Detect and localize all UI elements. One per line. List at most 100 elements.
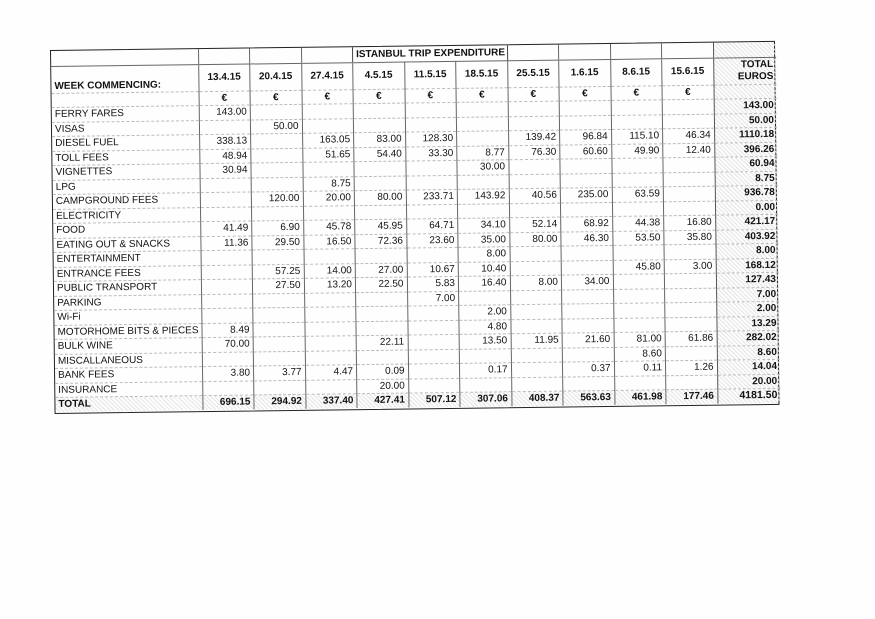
- expense-cell: [404, 116, 457, 133]
- expense-cell: [459, 348, 511, 364]
- expense-cell: [559, 100, 611, 116]
- expense-cell: 70.00: [201, 336, 254, 353]
- expense-cell: [405, 203, 458, 220]
- expense-cell: 235.00: [560, 187, 612, 203]
- expense-cell: 11.36: [200, 235, 253, 251]
- expense-cell: 8.60: [613, 346, 666, 362]
- currency-symbol: €: [661, 85, 714, 100]
- expense-cell: [509, 260, 562, 276]
- expense-cell: [355, 306, 408, 322]
- row-total: 143.00: [713, 98, 777, 114]
- expense-cell: [665, 374, 718, 390]
- expense-cell: 34.00: [561, 274, 614, 290]
- expense-cell: [610, 99, 663, 115]
- expense-cell: [664, 316, 717, 332]
- expense-cell: 14.00: [303, 263, 356, 279]
- expense-cell: [613, 302, 665, 318]
- currency-symbol: €: [610, 85, 663, 101]
- expense-cell: [199, 177, 252, 193]
- expense-cell: 0.09: [356, 364, 409, 380]
- expense-cell: [510, 289, 562, 305]
- expense-cell: 72.36: [354, 233, 407, 249]
- expense-cell: [202, 380, 254, 396]
- expense-cell: 51.65: [302, 147, 354, 163]
- expense-cell: 10.40: [458, 261, 510, 277]
- week-commencing-label: WEEK COMMENCING:: [51, 64, 199, 94]
- expense-cell: 30.00: [456, 159, 509, 175]
- expense-cell: [250, 133, 303, 149]
- expense-cell: [407, 363, 460, 379]
- expense-cell: [251, 176, 303, 192]
- expense-cell: 0.11: [613, 360, 666, 376]
- row-total: 403.92: [715, 228, 779, 245]
- row-total: 2.00: [716, 301, 780, 317]
- expense-cell: 64.71: [406, 218, 458, 234]
- expense-cell: [562, 375, 615, 392]
- expense-cell: [612, 244, 665, 260]
- row-total: 50.00: [713, 112, 778, 129]
- expense-cell: 8.00: [509, 275, 562, 291]
- expense-cell: 16.80: [663, 215, 716, 231]
- expense-cell: 3.80: [201, 365, 254, 382]
- expense-cell: 81.00: [613, 331, 666, 347]
- expense-cell: 35.80: [663, 229, 716, 245]
- expense-cell: 16.50: [303, 234, 356, 250]
- expense-cell: 35.00: [457, 232, 510, 248]
- expense-cell: [613, 288, 665, 304]
- expense-cell: [252, 321, 305, 337]
- expense-cell: 8.00: [458, 246, 510, 262]
- week-total: 507.12: [408, 392, 461, 408]
- expense-cell: [509, 246, 562, 262]
- week-header: 18.5.15: [455, 60, 508, 89]
- expense-cell: [303, 248, 356, 264]
- currency-symbol: €: [353, 89, 405, 104]
- week-total: 427.41: [356, 393, 409, 408]
- expense-cell: [353, 161, 406, 177]
- expense-cell: [354, 175, 406, 191]
- expense-cell: [510, 304, 562, 320]
- expense-cell: [200, 264, 253, 280]
- expense-cell: [355, 248, 407, 264]
- expense-cell: 143.92: [457, 188, 509, 204]
- expense-cell: 68.92: [560, 216, 613, 232]
- total-label: TOTAL: [55, 395, 203, 412]
- expense-cell: 27.50: [252, 278, 305, 294]
- expense-cell: 33.30: [405, 145, 457, 162]
- expense-cell: [612, 273, 665, 289]
- row-total: 8.60: [716, 344, 780, 361]
- currency-symbol: €: [507, 87, 560, 102]
- expense-cell: 45.95: [354, 219, 407, 235]
- expense-cell: [301, 118, 354, 134]
- expense-cell: [614, 375, 666, 391]
- expense-cell: [404, 102, 457, 118]
- expense-cell: [201, 293, 253, 309]
- expense-cell: 76.30: [508, 144, 560, 160]
- expense-cell: 45.78: [303, 219, 355, 235]
- expense-cell: 96.84: [559, 129, 612, 145]
- row-total: 168.12: [715, 257, 779, 274]
- expense-cell: 115.10: [611, 128, 663, 144]
- expense-cell: [302, 205, 355, 221]
- expense-cell: [253, 350, 305, 366]
- row-total: 8.00: [715, 243, 779, 259]
- expense-cell: [304, 335, 357, 351]
- expense-cell: [198, 119, 251, 135]
- expense-cell: [508, 159, 561, 175]
- expense-cell: 163.05: [302, 132, 354, 148]
- expense-cell: [611, 201, 664, 217]
- expense-cell: [663, 171, 715, 187]
- expense-cell: 4.47: [304, 364, 357, 380]
- week-total: 696.15: [202, 394, 255, 410]
- expense-cell: [613, 317, 666, 333]
- expense-cell: [611, 157, 664, 173]
- expense-cell: 8.77: [456, 145, 509, 161]
- row-total: 282.02: [716, 330, 780, 346]
- grand-total: 4181.50: [717, 388, 781, 404]
- expense-cell: [355, 291, 408, 307]
- expense-cell: 50.00: [250, 118, 303, 134]
- expense-cell: 20.00: [356, 378, 409, 394]
- expense-cell: 80.00: [354, 190, 406, 206]
- week-header: 25.5.15: [507, 60, 560, 88]
- expense-cell: [510, 362, 563, 378]
- week-header: 15.6.15: [661, 58, 714, 86]
